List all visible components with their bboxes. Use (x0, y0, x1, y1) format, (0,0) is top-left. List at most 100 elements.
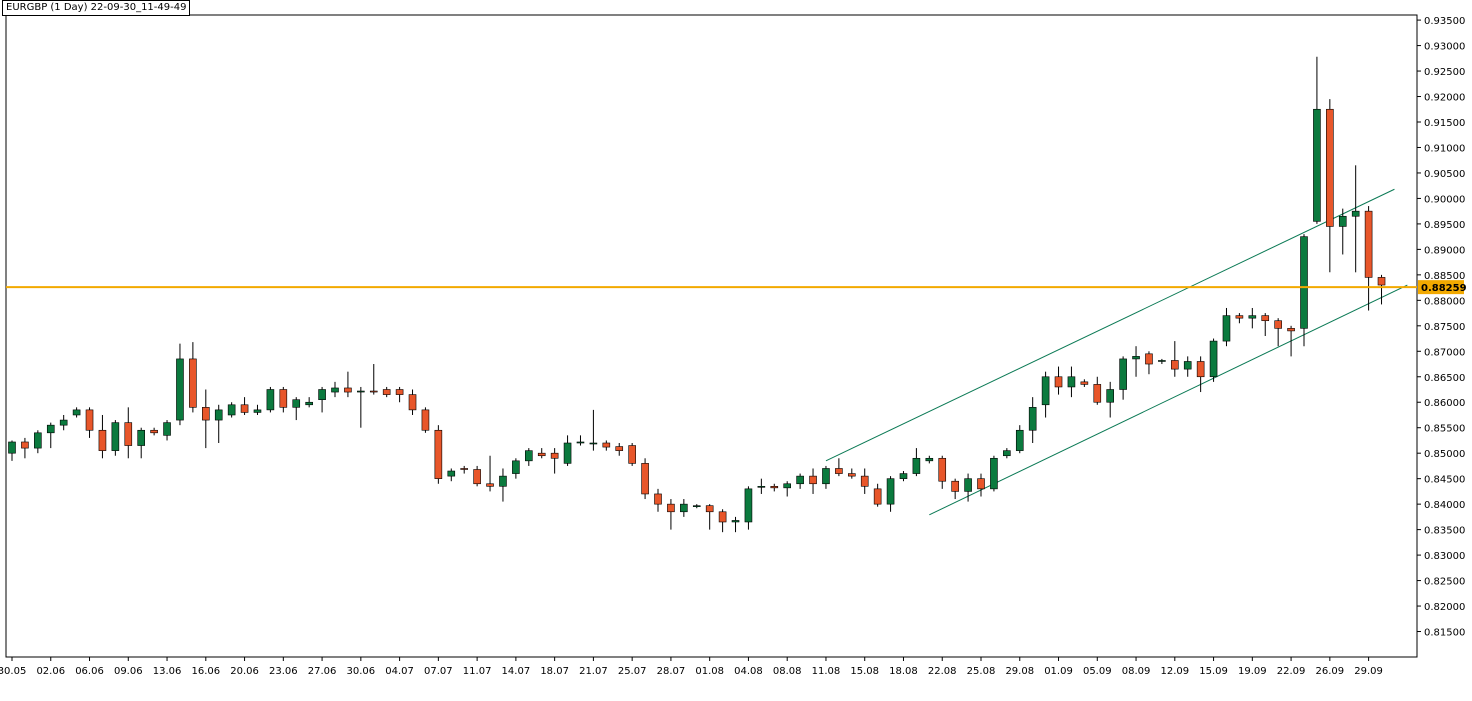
candle (1171, 341, 1179, 377)
candle (628, 443, 636, 466)
candle-body (395, 389, 404, 395)
candle-body (1132, 356, 1140, 360)
candle (951, 478, 959, 500)
candle-body (1028, 407, 1037, 431)
candle (770, 483, 779, 492)
candle-body (783, 483, 792, 489)
candle-body (550, 452, 559, 459)
candle (757, 478, 766, 494)
candle-body (72, 409, 81, 416)
x-tick-label: 04.08 (734, 666, 763, 677)
candle-body (85, 409, 94, 431)
candle (1015, 425, 1024, 454)
candle-body (279, 389, 288, 408)
x-tick-label: 12.09 (1160, 666, 1189, 677)
candle (1080, 379, 1089, 387)
candle-body (369, 390, 378, 393)
candle-body (977, 478, 985, 490)
candle (124, 407, 133, 459)
candle (667, 499, 675, 530)
candle (1377, 274, 1386, 305)
candle (1183, 356, 1192, 377)
x-tick-label: 19.09 (1238, 666, 1267, 677)
candle-body (537, 452, 546, 457)
candle-body (770, 486, 779, 489)
candle (925, 455, 934, 464)
candle (111, 420, 120, 456)
candle-body (124, 422, 133, 446)
candle-body (1326, 108, 1334, 227)
candle (835, 458, 843, 477)
candle-body (1261, 315, 1270, 322)
time-axis: 30.05 02.06 06.06 09.06 13.06 16.06 20.06 23.06… (0, 657, 1383, 677)
candle (214, 404, 223, 443)
candle (822, 465, 830, 489)
y-tick-label: 0.87500 (1424, 322, 1465, 333)
candle-body (835, 468, 843, 474)
candle-body (227, 404, 236, 416)
candle (318, 386, 326, 413)
candle-body (692, 505, 701, 507)
candle-body (1054, 376, 1063, 388)
y-tick-label: 0.93000 (1424, 42, 1465, 53)
candle (486, 455, 494, 492)
candle-body (1209, 340, 1218, 378)
y-tick-label: 0.88500 (1424, 271, 1465, 282)
candle-body (1338, 215, 1347, 227)
candle-body (602, 442, 611, 448)
x-tick-label: 25.08 (967, 666, 996, 677)
candle-body (189, 358, 197, 408)
candle-body (680, 503, 688, 513)
candle-body (1106, 389, 1114, 403)
candle-body (1222, 315, 1231, 342)
candle-body (34, 432, 42, 449)
candle (1300, 234, 1308, 347)
candle-body (951, 480, 959, 492)
candle (1235, 313, 1244, 324)
current-price-line: 0.88259 (6, 280, 1467, 295)
candle-body (1313, 108, 1321, 222)
candle-body (1145, 353, 1153, 365)
x-tick-label: 30.06 (347, 666, 376, 677)
candle (1119, 356, 1127, 400)
candle (408, 389, 417, 415)
y-tick-label: 0.82000 (1424, 602, 1465, 613)
x-tick-label: 06.06 (75, 666, 104, 677)
x-tick-label: 04.07 (385, 666, 414, 677)
candle-body (990, 457, 998, 490)
x-tick-label: 15.09 (1199, 666, 1228, 677)
y-tick-label: 0.81500 (1424, 628, 1465, 639)
candle (1209, 338, 1218, 382)
candle-body (873, 488, 882, 505)
candle (783, 481, 792, 497)
candle-body (809, 475, 817, 485)
y-tick-label: 0.91000 (1424, 143, 1465, 154)
candle-body (744, 488, 753, 523)
candle (395, 386, 404, 403)
candle (550, 448, 559, 474)
candle-body (499, 475, 507, 487)
x-tick-label: 11.08 (812, 666, 841, 677)
x-tick-label: 18.08 (889, 666, 918, 677)
candle-body (1041, 376, 1050, 406)
candle (809, 468, 817, 494)
candle-body (357, 390, 365, 393)
candle-body (1003, 450, 1011, 457)
x-tick-label: 22.09 (1277, 666, 1306, 677)
candle-body (796, 475, 804, 485)
candle-body (318, 389, 326, 400)
y-tick-label: 0.85000 (1424, 449, 1465, 460)
candle (1041, 371, 1050, 418)
y-tick-label: 0.88000 (1424, 296, 1465, 307)
candle (873, 483, 882, 507)
candle (421, 407, 430, 433)
candle (886, 476, 895, 512)
candle (8, 440, 16, 461)
candle (189, 342, 197, 413)
candle-body (1351, 210, 1360, 217)
candle-body (822, 468, 830, 485)
candle-body (628, 445, 636, 464)
candle (1222, 307, 1231, 347)
candle-body (705, 505, 714, 513)
